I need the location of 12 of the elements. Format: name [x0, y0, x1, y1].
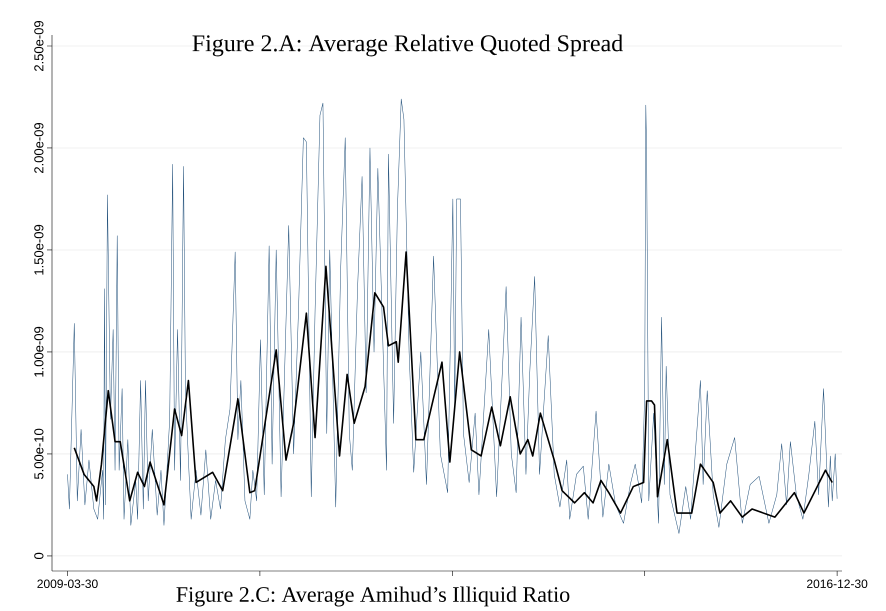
- line-series: [73, 251, 834, 518]
- y-tick-label: 1.00e-09: [34, 326, 44, 377]
- y-tick-label: 1.50e-09: [34, 224, 44, 275]
- x-tick-label: 2009-03-30: [37, 580, 98, 588]
- x-tick-label: 2016-12-30: [807, 580, 868, 588]
- y-tick-label: 0: [34, 552, 44, 560]
- caption: Figure 2.C: Average Amihud’s Illiquid Ratio: [176, 586, 570, 606]
- y-tick-label: 2.00e-09: [34, 122, 44, 173]
- line-series: [67, 98, 838, 534]
- y-tick-label: 5.00e-10: [34, 428, 44, 480]
- y-tick-label: 2.50e-09: [34, 20, 44, 72]
- chart-title: Figure 2.A: Average Relative Quoted Spread: [192, 34, 623, 56]
